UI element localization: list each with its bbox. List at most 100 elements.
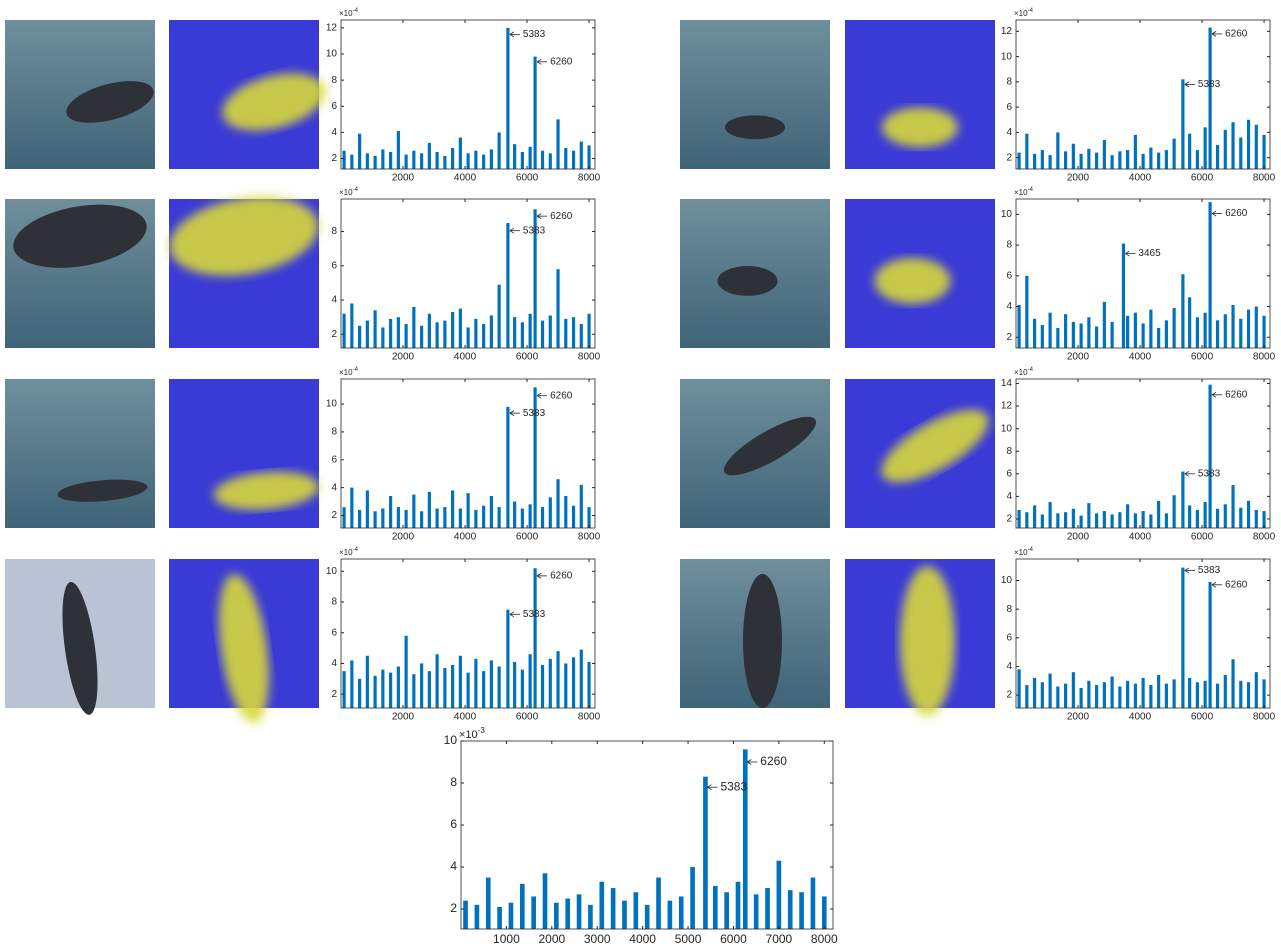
multiplier-exponent: -3 [478, 726, 486, 735]
bar [405, 636, 408, 708]
bar [754, 894, 759, 929]
annotation-label: 3465 [1138, 248, 1161, 259]
bar [1087, 503, 1090, 528]
bar [1126, 681, 1129, 708]
bar [1049, 674, 1052, 708]
bar [1216, 320, 1219, 348]
bar [541, 151, 544, 169]
bar [1095, 513, 1098, 528]
bar [580, 142, 583, 169]
bar [467, 153, 470, 169]
bar [1056, 687, 1059, 708]
bar [1056, 328, 1059, 348]
bar [443, 156, 446, 169]
bar [463, 901, 468, 929]
bar [1072, 672, 1075, 708]
y-tick-label: 2 [331, 689, 337, 700]
bar [443, 668, 446, 708]
bar [1041, 514, 1044, 528]
y-tick-label: 8 [331, 597, 337, 608]
bar [580, 650, 583, 708]
bar [1255, 510, 1258, 528]
y-tick-label: 10 [1001, 209, 1013, 220]
bar [587, 662, 590, 708]
bar [1025, 134, 1028, 169]
y-tick-label: 8 [1006, 77, 1012, 88]
bar [554, 903, 559, 929]
multiplier-base: ×10 [1014, 368, 1028, 377]
bar [656, 878, 661, 929]
bar [1209, 385, 1212, 528]
bar [1173, 495, 1176, 528]
annotation-label: 6260 [1225, 389, 1248, 400]
bar [397, 507, 400, 528]
figure: 246810122000400060008000×10-453836260246… [0, 0, 1281, 950]
bar [1056, 132, 1059, 169]
bar [1149, 514, 1152, 528]
bar [436, 654, 439, 708]
bar [1111, 155, 1114, 169]
bar [1080, 154, 1083, 169]
bar [451, 490, 454, 528]
bar [358, 134, 361, 169]
photo [5, 379, 155, 528]
bar [412, 151, 415, 169]
bar [1126, 150, 1129, 169]
bar [1209, 582, 1212, 708]
bar [451, 665, 454, 708]
bar [506, 407, 509, 528]
x-tick-label: 6000 [516, 712, 539, 723]
bar [599, 882, 604, 929]
bar [420, 663, 423, 708]
bar [1204, 502, 1207, 528]
bar [443, 321, 446, 348]
bar [459, 138, 462, 169]
bar [1041, 325, 1044, 348]
bar [381, 327, 384, 348]
photo [680, 20, 830, 169]
bar [374, 676, 377, 708]
bar [1087, 681, 1090, 708]
bar [474, 151, 477, 169]
x-tick-label: 8000 [578, 712, 601, 723]
bar [513, 662, 516, 708]
y-tick-label: 2 [1006, 514, 1012, 525]
bar [577, 894, 582, 929]
bar [1247, 310, 1250, 348]
bar [690, 867, 695, 929]
bar [1134, 135, 1137, 169]
y-tick-label: 2 [1006, 332, 1012, 343]
bar [1072, 144, 1075, 169]
bar [343, 671, 346, 708]
annotation-label: 5383 [1198, 468, 1221, 479]
bar [389, 152, 392, 169]
bar [513, 317, 516, 348]
chart: 2468102000400060008000×10-462605383 [326, 547, 601, 723]
bar [1080, 516, 1083, 528]
bar [490, 149, 493, 169]
bar [1080, 323, 1083, 348]
bar [498, 132, 501, 169]
x-tick-label: 8000 [578, 173, 601, 184]
bar [1025, 276, 1028, 348]
y-tick-label: 12 [326, 22, 338, 33]
bar [490, 315, 493, 348]
heatmap-blob [900, 566, 955, 716]
bar [1165, 150, 1168, 169]
multiplier-base: ×10 [339, 9, 353, 18]
annotation-label: 5383 [523, 29, 546, 40]
bar [529, 654, 532, 708]
bar [549, 153, 552, 169]
bar [1087, 317, 1090, 348]
bar [405, 324, 408, 348]
bar [451, 148, 454, 169]
bar [1181, 79, 1184, 169]
bar [366, 490, 369, 528]
bar [1056, 513, 1059, 528]
axis-multiplier: ×10-4 [339, 187, 359, 198]
bar [506, 610, 509, 708]
bar [587, 507, 590, 528]
y-tick-label: 2 [331, 153, 337, 164]
